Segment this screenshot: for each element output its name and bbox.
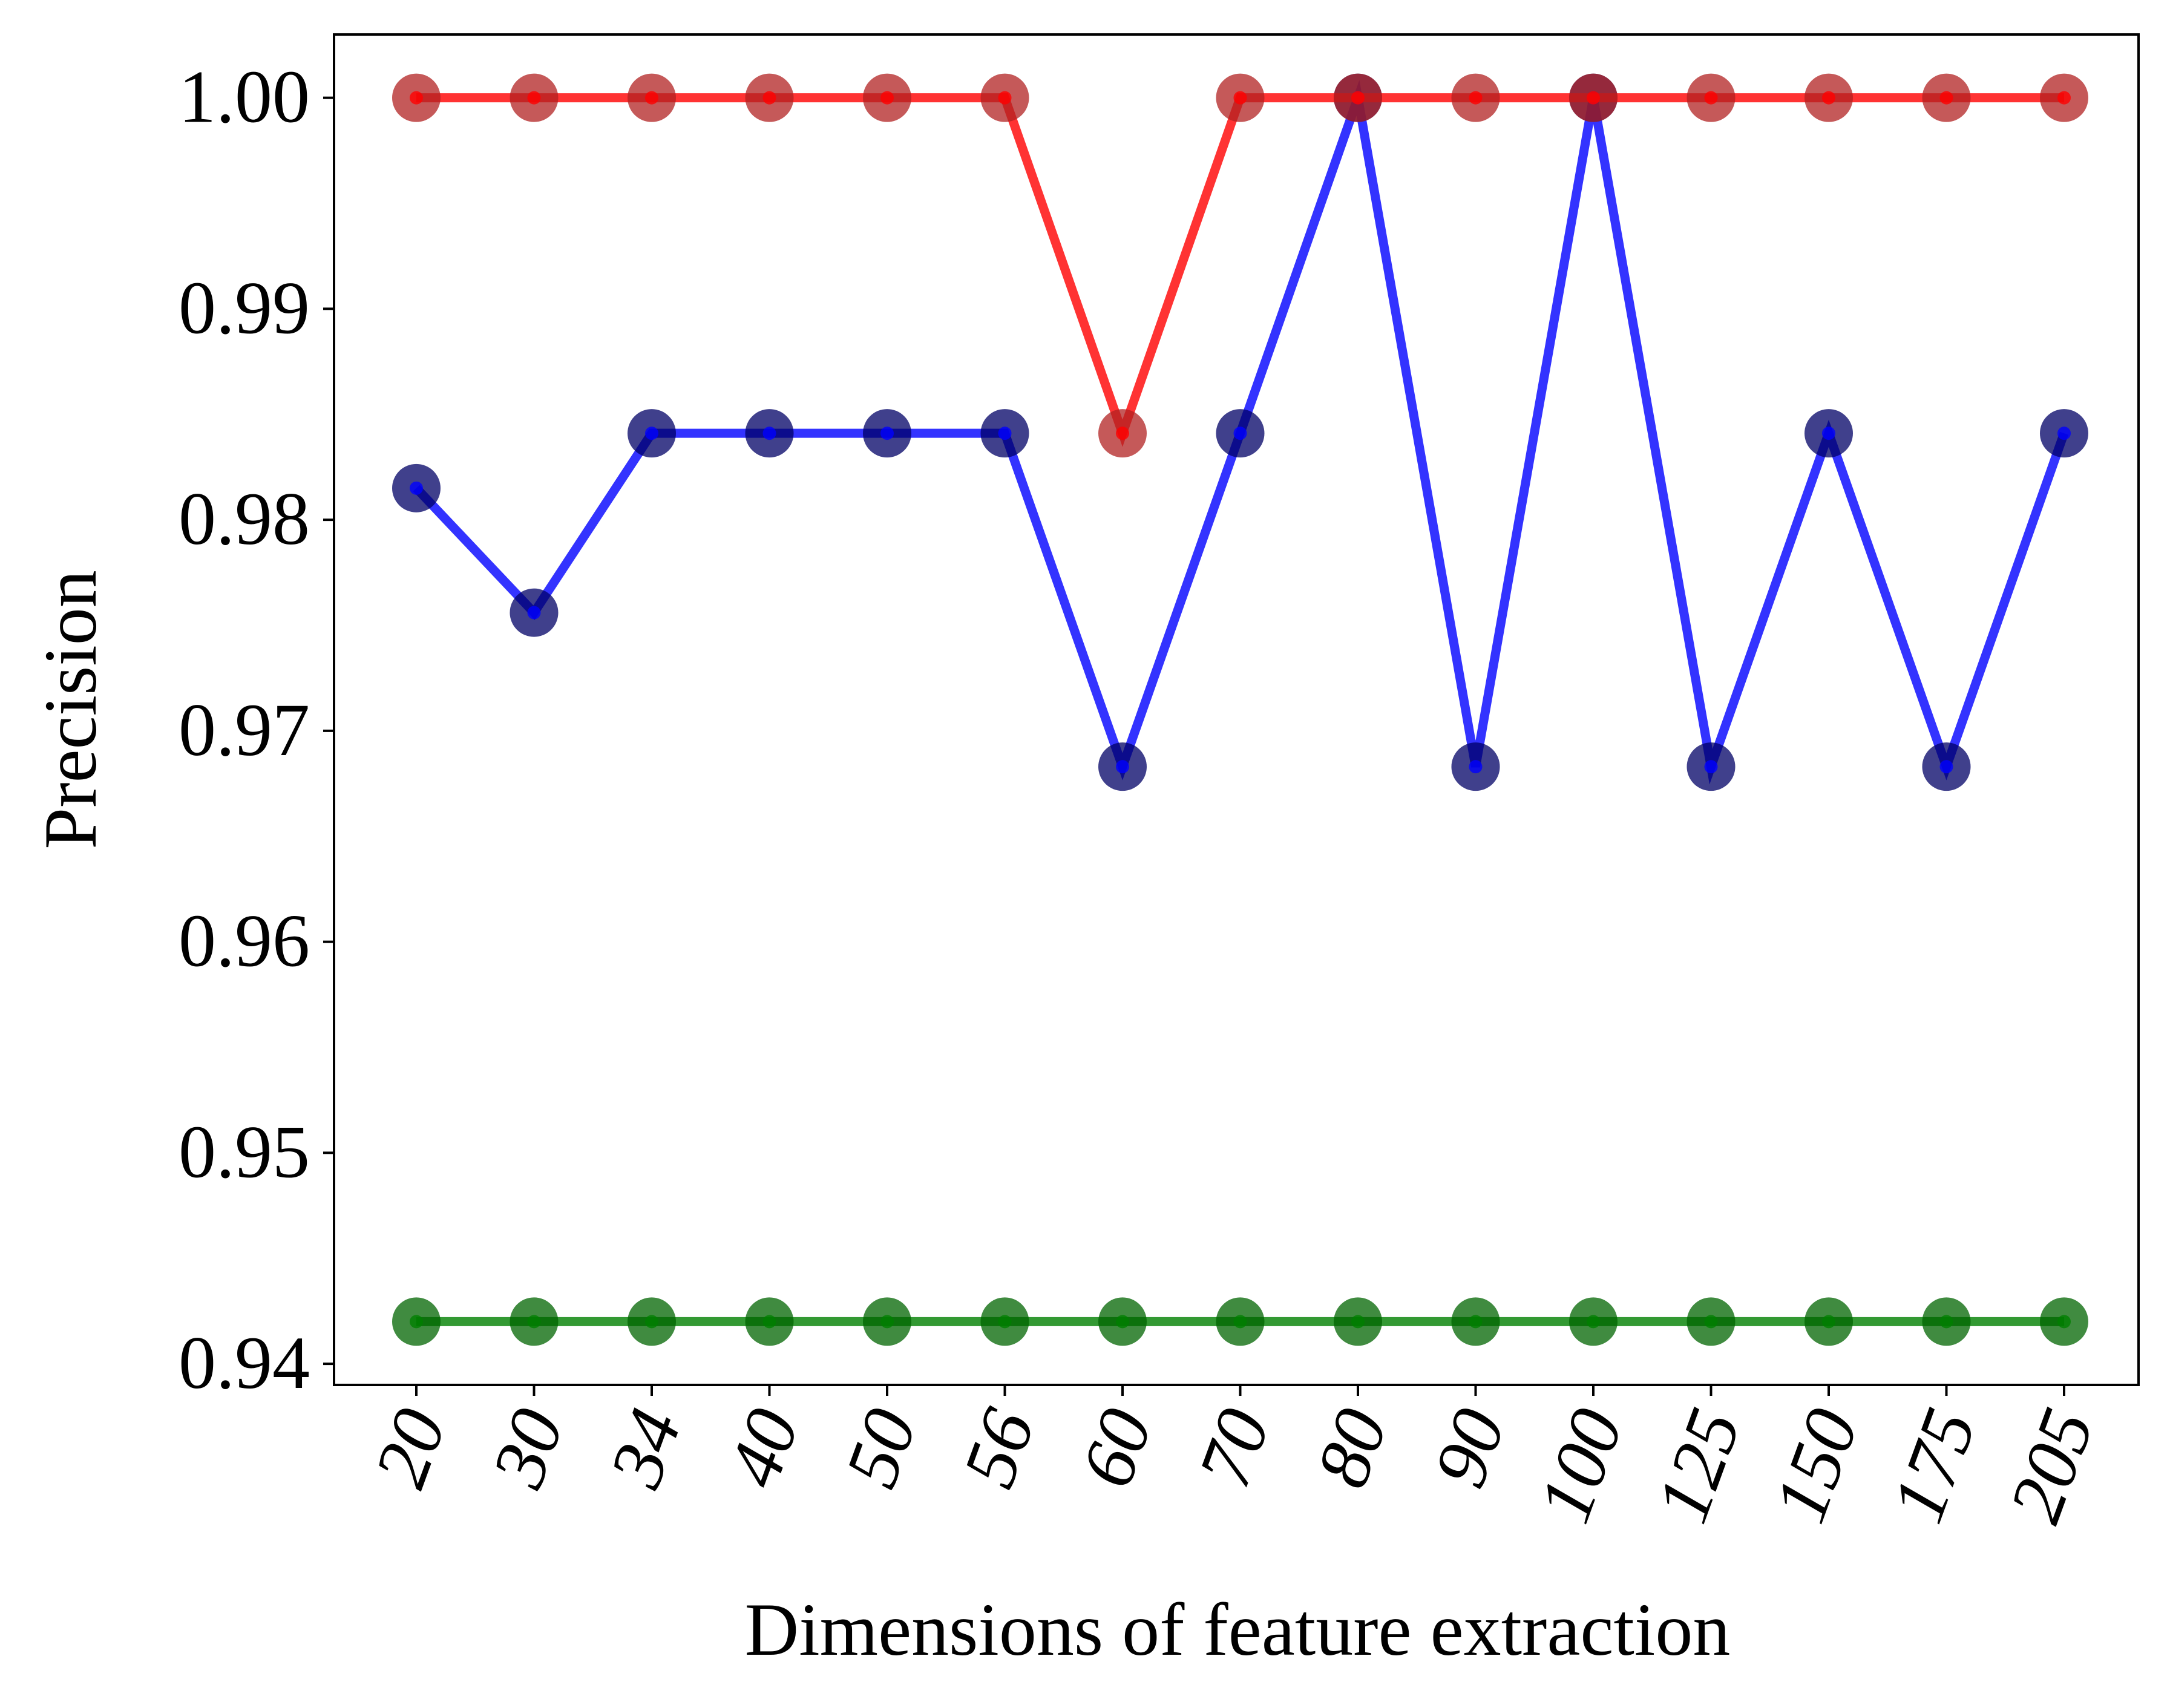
data-point-center [1351, 91, 1365, 105]
data-point-center [1233, 1315, 1247, 1329]
y-axis: 0.94 0.95 0.96 0.97 0.98 0.99 1.00 [179, 56, 334, 1404]
data-point-center [880, 427, 894, 440]
data-point-center [1116, 1315, 1129, 1329]
data-point-center [998, 427, 1012, 440]
x-tick-label: 70 [1182, 1398, 1286, 1497]
x-tick-label: 175 [1876, 1398, 1992, 1533]
data-point-center [1469, 91, 1483, 105]
x-axis: 20 30 34 40 50 56 60 70 80 90 100 125 150 175 205 [358, 1385, 2109, 1533]
data-point-center [880, 91, 894, 105]
data-point-center [1939, 760, 1953, 774]
y-tick-label: 0.95 [179, 1110, 310, 1193]
y-axis-title: Precision [29, 570, 112, 849]
data-point-center [1704, 91, 1718, 105]
data-point-center [2057, 91, 2071, 105]
series-line [416, 93, 2064, 447]
x-tick-label: 100 [1523, 1398, 1639, 1533]
data-point-center [645, 1315, 658, 1329]
data-point-center [410, 91, 423, 105]
data-point-center [527, 1315, 541, 1329]
data-point-center [1233, 91, 1247, 105]
x-tick-label: 40 [712, 1398, 815, 1497]
y-tick-label: 0.99 [179, 266, 310, 349]
data-point-center [1469, 1315, 1483, 1329]
data-point-center [1587, 1315, 1600, 1329]
data-point-center [1351, 1315, 1365, 1329]
data-point-center [1704, 1315, 1718, 1329]
data-point-center [1116, 760, 1129, 774]
data-point-center [762, 427, 776, 440]
data-point-center [527, 606, 541, 620]
data-point-center [645, 91, 658, 105]
data-point-center [1939, 1315, 1953, 1329]
data-point-center [410, 481, 423, 495]
data-point-center [2057, 427, 2071, 440]
x-tick-label: 80 [1300, 1398, 1403, 1497]
axes-frame [333, 33, 2140, 1386]
x-tick-label: 60 [1064, 1398, 1168, 1497]
y-tick-label: 0.98 [179, 477, 310, 560]
y-tick-label: 0.94 [179, 1321, 310, 1404]
data-point-center [1116, 427, 1129, 440]
data-point-center [1939, 91, 1953, 105]
x-tick-label: 56 [947, 1398, 1051, 1497]
plot-area [392, 73, 2088, 1346]
x-tick-label: 20 [358, 1398, 462, 1497]
x-axis-title: Dimensions of feature extraction [745, 1588, 1731, 1671]
y-tick-label: 0.97 [179, 689, 310, 771]
x-tick-label: 205 [1993, 1398, 2109, 1533]
x-tick-label: 34 [594, 1398, 697, 1497]
data-point-center [1822, 91, 1835, 105]
y-tick-label: 0.96 [179, 900, 310, 983]
data-point-center [880, 1315, 894, 1329]
x-tick-label: 150 [1758, 1398, 1874, 1533]
data-point-center [1822, 427, 1835, 440]
data-point-center [1587, 91, 1600, 105]
data-point-center [1469, 760, 1483, 774]
data-point-center [1704, 760, 1718, 774]
data-point-center [762, 1315, 776, 1329]
data-point-center [998, 91, 1012, 105]
data-point-center [998, 1315, 1012, 1329]
x-tick-label: 90 [1418, 1398, 1521, 1497]
x-tick-label: 30 [476, 1398, 579, 1497]
series-1 [392, 73, 2088, 791]
data-point-center [1822, 1315, 1835, 1329]
x-tick-label: 125 [1641, 1398, 1757, 1533]
data-point-center [410, 1315, 423, 1329]
data-point-center [645, 427, 658, 440]
data-point-center [527, 91, 541, 105]
series-0 [392, 73, 2088, 458]
y-tick-label: 1.00 [179, 56, 310, 139]
data-point-center [762, 91, 776, 105]
data-point-center [2057, 1315, 2071, 1329]
data-point-center [1233, 427, 1247, 440]
series-2 [392, 1297, 2088, 1346]
x-tick-label: 50 [829, 1398, 933, 1497]
